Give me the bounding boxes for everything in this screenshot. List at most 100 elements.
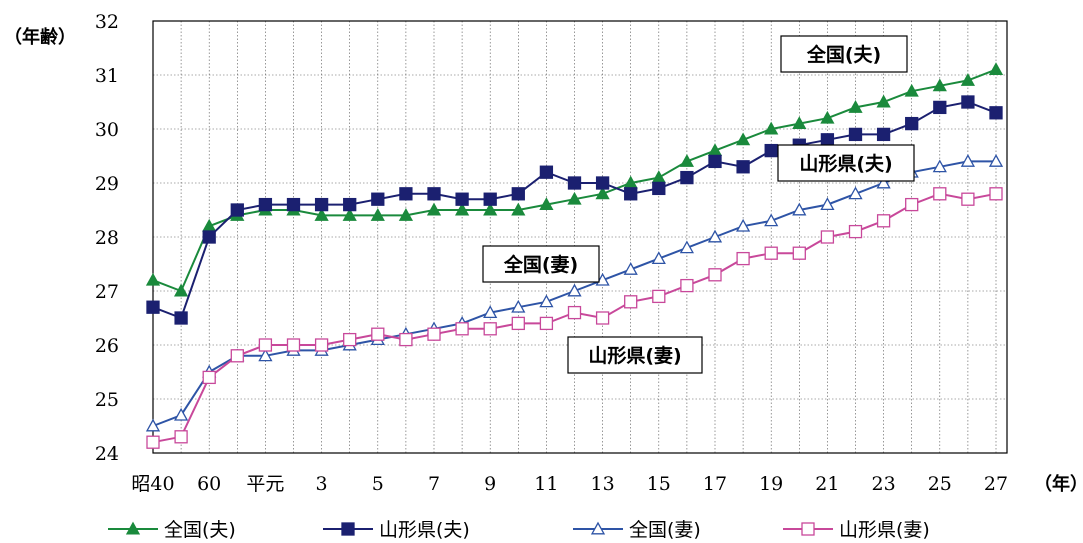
x-tick-label: 7	[428, 473, 440, 495]
data-point	[764, 143, 778, 158]
data-point	[539, 197, 554, 211]
data-point	[370, 208, 385, 221]
y-tick-labels: 24 25 26 27 28 29 30 31 32	[95, 11, 119, 465]
data-point	[708, 154, 722, 169]
data-point	[792, 202, 807, 216]
data-point	[145, 272, 161, 286]
data-point	[904, 83, 919, 97]
grid-layer	[153, 21, 1007, 453]
data-point	[933, 100, 947, 115]
x-tick-label: 13	[591, 473, 615, 495]
callout-label: 山形県(妻)	[588, 344, 681, 367]
data-point	[286, 197, 301, 212]
data-point	[146, 435, 160, 449]
y-tick-label: 31	[95, 65, 119, 87]
legend-label: 全国(妻)	[629, 519, 701, 541]
x-unit-label: （年）	[1034, 473, 1083, 495]
y-tick-label: 32	[95, 11, 119, 33]
x-tick-label: 21	[815, 473, 839, 495]
data-point	[961, 95, 975, 109]
x-tick-label: 23	[872, 473, 896, 495]
data-point	[567, 305, 582, 320]
legend-marker	[590, 521, 606, 535]
data-point	[679, 154, 695, 167]
data-point	[989, 187, 1003, 201]
data-point	[483, 322, 497, 336]
data-point	[258, 197, 273, 212]
y-tick-label: 29	[95, 173, 119, 195]
data-point	[848, 186, 863, 200]
x-tick-label: 平元	[246, 473, 284, 495]
data-point	[426, 202, 442, 216]
data-point	[820, 110, 835, 124]
data-point	[960, 73, 976, 86]
data-point	[343, 332, 357, 347]
data-point	[764, 213, 779, 227]
data-point	[511, 202, 526, 216]
legend-marker	[801, 522, 815, 536]
series-2	[146, 95, 1003, 325]
callout-box: 全国(妻)	[482, 245, 600, 283]
data-point	[427, 187, 441, 201]
data-point	[876, 127, 891, 142]
callout-layer: 全国(夫) 山形県(夫) 全国(妻) 山形県(妻)	[482, 35, 915, 374]
series-4	[146, 187, 1003, 449]
legend-label: 山形県(夫)	[379, 519, 470, 541]
data-point	[876, 94, 891, 108]
data-point	[960, 154, 976, 167]
callout-label: 全国(夫)	[806, 43, 881, 66]
y-tick-label: 26	[95, 335, 119, 357]
data-point	[651, 251, 666, 265]
data-point	[623, 262, 638, 275]
data-point	[286, 338, 301, 352]
callout-box: 山形県(妻)	[567, 336, 703, 374]
data-point	[735, 132, 751, 146]
data-point	[314, 197, 329, 212]
x-tick-label: 15	[647, 473, 671, 495]
legend-marker	[341, 522, 355, 536]
data-point	[343, 197, 357, 212]
data-point	[483, 305, 498, 319]
data-point	[680, 278, 694, 293]
data-point	[848, 127, 863, 142]
data-point	[371, 327, 385, 341]
x-tick-label: 27	[984, 473, 1008, 495]
data-point	[342, 208, 357, 221]
data-point	[539, 316, 554, 331]
callout-frame	[780, 35, 908, 73]
data-point	[932, 159, 947, 173]
data-point	[567, 283, 582, 297]
callout-box: 山形県(夫)	[777, 144, 915, 182]
data-point	[511, 299, 526, 313]
y-tick-label: 24	[95, 443, 119, 465]
x-tick-label: 昭40	[131, 473, 174, 495]
data-point	[933, 187, 947, 201]
data-point	[764, 246, 778, 260]
data-point	[707, 229, 723, 243]
data-point	[427, 327, 441, 341]
data-point	[595, 311, 610, 325]
data-point	[230, 349, 244, 363]
legend-marker	[125, 521, 141, 535]
data-point	[876, 214, 891, 228]
data-point	[455, 322, 469, 336]
data-point	[174, 430, 188, 444]
data-point	[567, 176, 582, 190]
data-point	[876, 175, 891, 189]
data-point	[905, 197, 919, 212]
x-tick-label: 19	[759, 473, 783, 495]
data-point	[932, 78, 947, 92]
x-tick-label: 5	[372, 473, 384, 495]
legend-label: 山形県(妻)	[839, 519, 930, 541]
legend-item: 山形県(妻)	[783, 519, 930, 541]
x-tick-label: 3	[316, 473, 328, 495]
data-point	[848, 100, 863, 113]
data-point	[258, 338, 273, 352]
plot-area-border	[152, 20, 1008, 454]
data-point	[735, 218, 751, 232]
callout-label: 山形県(夫)	[799, 153, 892, 175]
callout-box: 全国(夫)	[780, 35, 908, 73]
data-point	[539, 165, 554, 179]
